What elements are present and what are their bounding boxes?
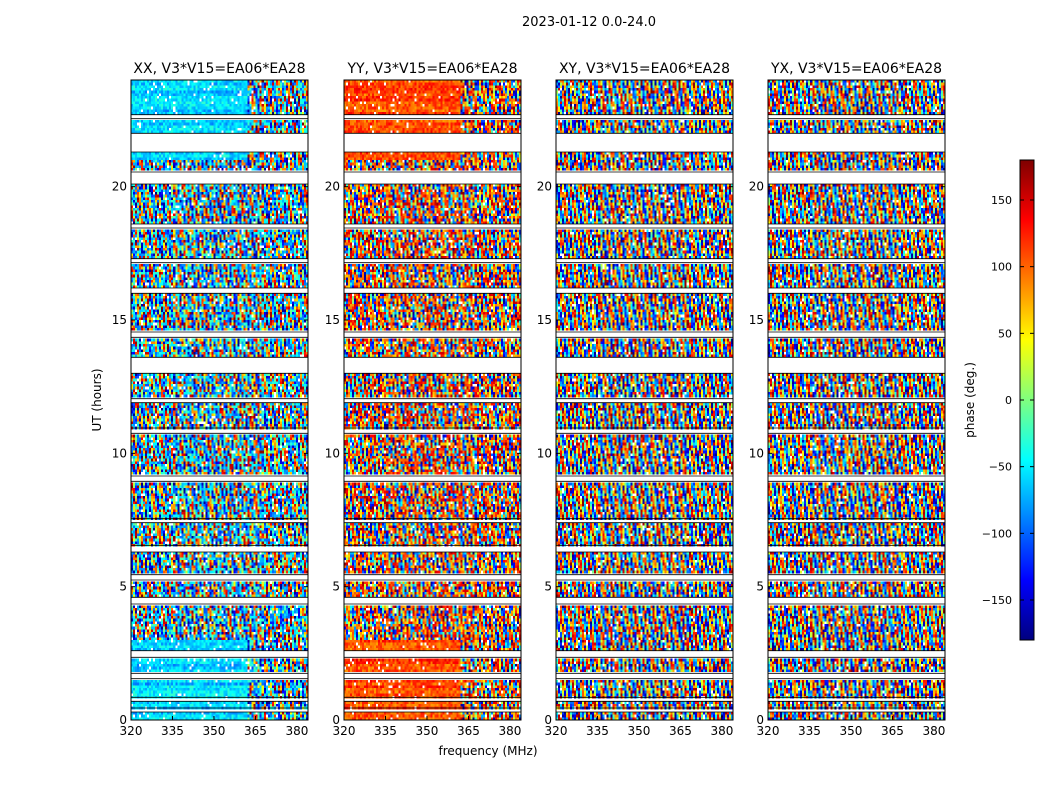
y-tick-label: 10 [112, 446, 127, 460]
x-tick-label: 350 [628, 724, 651, 738]
x-tick-label: 365 [669, 724, 692, 738]
y-tick-label: 10 [325, 446, 340, 460]
x-tick-label: 380 [498, 724, 521, 738]
panel-title: XY, V3*V15=EA06*EA28 [559, 61, 730, 77]
panel-title: YX, V3*V15=EA06*EA28 [770, 61, 942, 77]
colorbar-tick-label: −50 [989, 461, 1012, 474]
x-tick-label: 365 [881, 724, 904, 738]
x-tick-label: 365 [457, 724, 480, 738]
y-tick-label: 20 [112, 180, 127, 194]
y-tick-label: 5 [544, 580, 552, 594]
x-tick-label: 335 [374, 724, 397, 738]
x-tick-label: 320 [757, 724, 780, 738]
x-tick-label: 320 [120, 724, 143, 738]
panel-yx: YX, V3*V15=EA06*EA28 320 335 350 365 380 0 5 10 1… [749, 61, 946, 738]
y-axis-label: UT (hours) [90, 368, 104, 431]
y-tick-label: 0 [332, 713, 340, 727]
figure-suptitle: 2023-01-12 0.0-24.0 [522, 15, 656, 30]
y-tick-label: 10 [537, 446, 552, 460]
panel-group: XX, V3*V15=EA06*EA28 320 335 350 365 380 0 5 10 1… [112, 61, 946, 738]
y-tick-label: 5 [332, 580, 340, 594]
y-tick-label: 5 [756, 580, 764, 594]
y-tick-label: 20 [537, 180, 552, 194]
panel-frame [130, 79, 309, 721]
x-tick-label: 350 [203, 724, 226, 738]
colorbar-tick-label: 100 [991, 261, 1012, 274]
panel-frame [767, 79, 946, 721]
y-tick-label: 10 [749, 446, 764, 460]
y-tick-label: 0 [544, 713, 552, 727]
x-tick-label: 335 [798, 724, 821, 738]
colorbar-tick-label: 150 [991, 194, 1012, 207]
panel-xy: XY, V3*V15=EA06*EA28 320 335 350 365 380 0 5 10 1… [537, 61, 734, 738]
x-tick-label: 350 [840, 724, 863, 738]
y-tick-label: 20 [325, 180, 340, 194]
colorbar-tick-label: −150 [982, 594, 1012, 607]
panel-phase-waterfall [131, 80, 308, 720]
x-tick-label: 335 [161, 724, 184, 738]
colorbar-tick-label: 50 [998, 327, 1012, 340]
y-tick-label: 15 [537, 313, 552, 327]
panel-title: YY, V3*V15=EA06*EA28 [346, 61, 517, 77]
y-tick-label: 0 [119, 713, 127, 727]
x-tick-label: 350 [416, 724, 439, 738]
x-tick-label: 320 [545, 724, 568, 738]
colorbar-tick-label: 0 [1005, 394, 1012, 407]
y-tick-label: 0 [756, 713, 764, 727]
y-tick-label: 15 [749, 313, 764, 327]
x-tick-label: 365 [244, 724, 267, 738]
panel-phase-waterfall [768, 80, 945, 720]
colorbar: −150 −100 −50 0 50 100 150 phase (deg.) [963, 159, 1035, 641]
y-tick-label: 5 [119, 580, 127, 594]
x-tick-label: 320 [333, 724, 356, 738]
panel-frame [343, 79, 522, 721]
x-tick-label: 335 [586, 724, 609, 738]
panel-phase-waterfall [344, 80, 521, 720]
panel-yy: YY, V3*V15=EA06*EA28 320 335 350 365 380 0 5 10 1… [325, 61, 522, 738]
x-axis-label: frequency (MHz) [438, 744, 537, 758]
x-tick-label: 380 [710, 724, 733, 738]
y-tick-label: 15 [112, 313, 127, 327]
colorbar-tick-label: −100 [982, 527, 1012, 540]
panel-frame [555, 79, 734, 721]
colorbar-label: phase (deg.) [963, 362, 977, 438]
y-tick-label: 15 [325, 313, 340, 327]
panel-phase-waterfall [556, 80, 733, 720]
x-tick-label: 380 [285, 724, 308, 738]
y-tick-label: 20 [749, 180, 764, 194]
colorbar-ticks: −150 −100 −50 0 50 100 150 [982, 194, 1034, 607]
panel-title: XX, V3*V15=EA06*EA28 [133, 61, 305, 77]
panel-xx: XX, V3*V15=EA06*EA28 320 335 350 365 380 0 5 10 1… [112, 61, 309, 738]
x-tick-label: 380 [922, 724, 945, 738]
